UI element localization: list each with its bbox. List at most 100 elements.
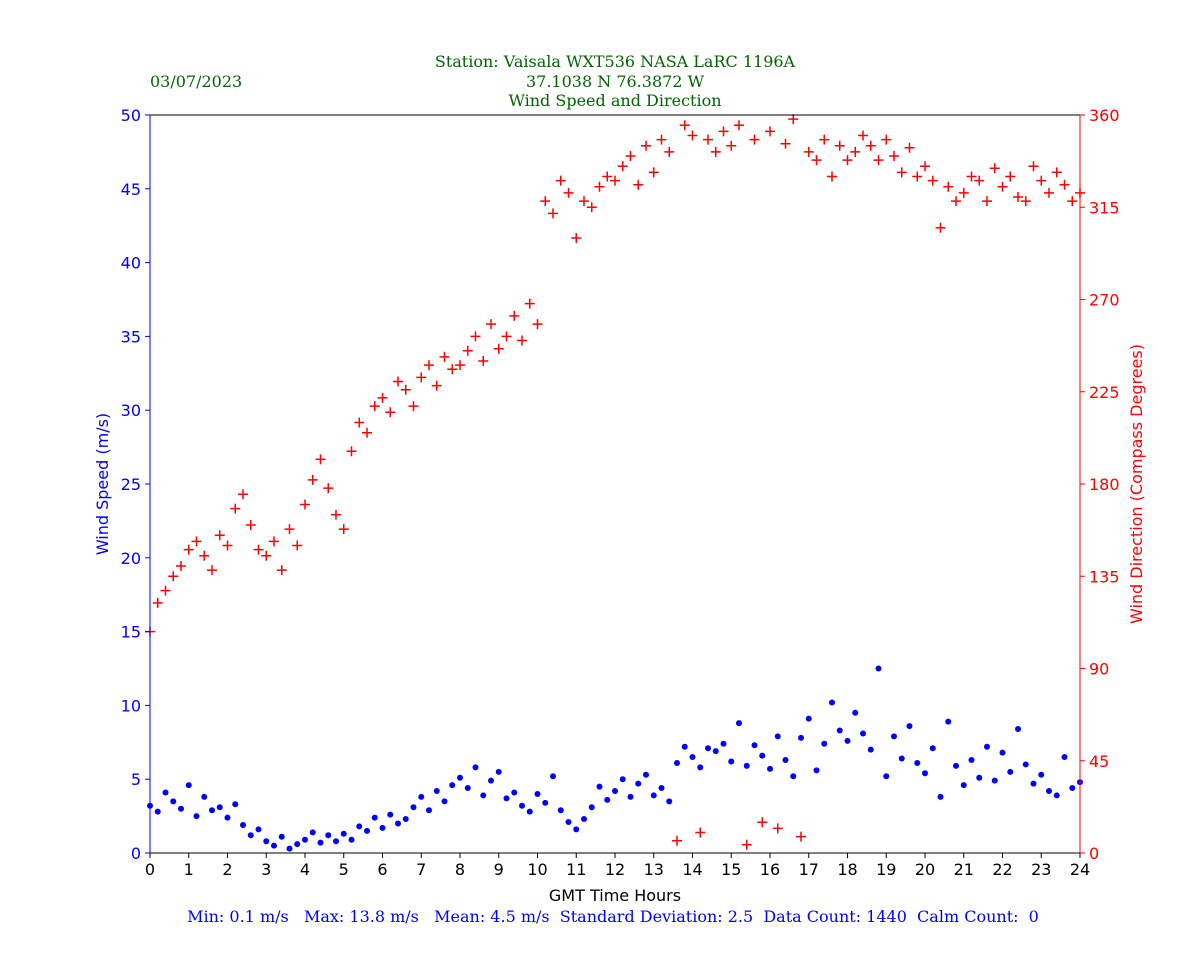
speed-point [968, 757, 975, 764]
x-tick-label: 16 [760, 860, 780, 879]
speed-point [170, 798, 177, 805]
speed-point [1022, 761, 1029, 768]
direction-point [393, 376, 403, 387]
direction-point [509, 310, 520, 321]
direction-point [323, 483, 334, 494]
x-tick-label: 3 [261, 860, 271, 879]
direction-point [664, 146, 675, 157]
y-tick-label: 40 [121, 254, 141, 273]
direction-point [408, 401, 419, 412]
speed-point [821, 740, 828, 747]
direction-point [478, 356, 489, 366]
speed-point [674, 759, 680, 766]
speed-point [418, 793, 425, 800]
speed-point [883, 773, 890, 780]
direction-point [331, 509, 341, 520]
speed-point [1061, 754, 1068, 761]
speed-point [534, 790, 541, 797]
y2-tick-label: 135 [1089, 567, 1120, 586]
speed-point [1053, 792, 1060, 799]
speed-point [464, 785, 471, 792]
speed-point [612, 788, 618, 795]
direction-point [757, 817, 768, 828]
direction-point [648, 167, 659, 178]
y2-axis-label: Wind Direction (Compass Degrees) [1127, 344, 1146, 624]
direction-point [199, 550, 210, 561]
speed-point [991, 777, 998, 784]
speed-point [278, 833, 285, 840]
x-tick-label: 13 [644, 860, 664, 879]
direction-point [168, 571, 179, 582]
y2-tick-label: 90 [1089, 660, 1109, 679]
speed-point [867, 746, 874, 753]
direction-point [610, 175, 620, 186]
speed-point [573, 826, 580, 833]
x-tick-label: 0 [145, 860, 155, 879]
speed-point [224, 814, 231, 821]
direction-point [183, 544, 194, 555]
speed-point [488, 777, 494, 784]
direction-point [230, 503, 241, 514]
speed-point [271, 842, 277, 849]
direction-point [617, 161, 628, 172]
direction-point [400, 384, 411, 395]
direction-point [974, 175, 985, 186]
speed-point [635, 780, 642, 787]
y-tick-label: 15 [121, 623, 141, 642]
direction-point [1067, 196, 1078, 207]
y2-tick-label: 0 [1089, 844, 1099, 863]
speed-point [798, 734, 804, 741]
speed-point [255, 826, 262, 833]
stats-footer: Min: 0.1 m/s Max: 13.8 m/s Mean: 4.5 m/s… [187, 907, 1039, 926]
direction-point [1028, 161, 1039, 172]
direction-point [865, 140, 876, 151]
direction-point [625, 151, 636, 161]
direction-point [966, 171, 977, 182]
speed-point [309, 829, 316, 836]
direction-point [470, 331, 481, 342]
direction-point [1020, 196, 1031, 207]
direction-point [377, 392, 388, 403]
direction-point [1044, 187, 1054, 198]
speed-point [1007, 768, 1014, 775]
x-tick-label: 5 [339, 860, 349, 879]
direction-point [579, 196, 589, 207]
direction-point [152, 597, 163, 608]
speed-series [147, 665, 1083, 852]
x-tick-label: 2 [222, 860, 232, 879]
direction-point [455, 360, 465, 371]
speed-point [286, 845, 293, 852]
speed-point [922, 770, 928, 777]
speed-point [712, 748, 719, 755]
x-tick-label: 17 [799, 860, 819, 879]
direction-point [555, 175, 566, 186]
direction-point [571, 233, 582, 243]
direction-point [338, 524, 349, 535]
speed-point [356, 823, 363, 830]
direction-point [710, 146, 721, 157]
direction-point [532, 319, 543, 330]
speed-point [596, 783, 603, 790]
speed-point [1046, 788, 1052, 795]
y-tick-label: 5 [131, 770, 141, 789]
x-axis-label: GMT Time Hours [549, 886, 681, 905]
y-tick-label: 25 [121, 475, 141, 494]
direction-point [912, 171, 923, 182]
x-tick-label: 23 [1031, 860, 1051, 879]
direction-point [548, 208, 558, 219]
direction-point [222, 540, 233, 551]
direction-series [145, 114, 1085, 850]
x-tick-label: 24 [1070, 860, 1090, 879]
direction-point [904, 142, 915, 153]
speed-point [604, 796, 611, 803]
direction-point [927, 175, 938, 186]
direction-point [726, 140, 737, 151]
speed-point [1015, 726, 1021, 733]
y-tick-label: 35 [121, 327, 141, 346]
direction-point [695, 827, 706, 838]
direction-point [346, 446, 357, 457]
speed-point [852, 709, 859, 716]
direction-point [780, 138, 791, 149]
y2-tick-label: 360 [1089, 106, 1120, 125]
